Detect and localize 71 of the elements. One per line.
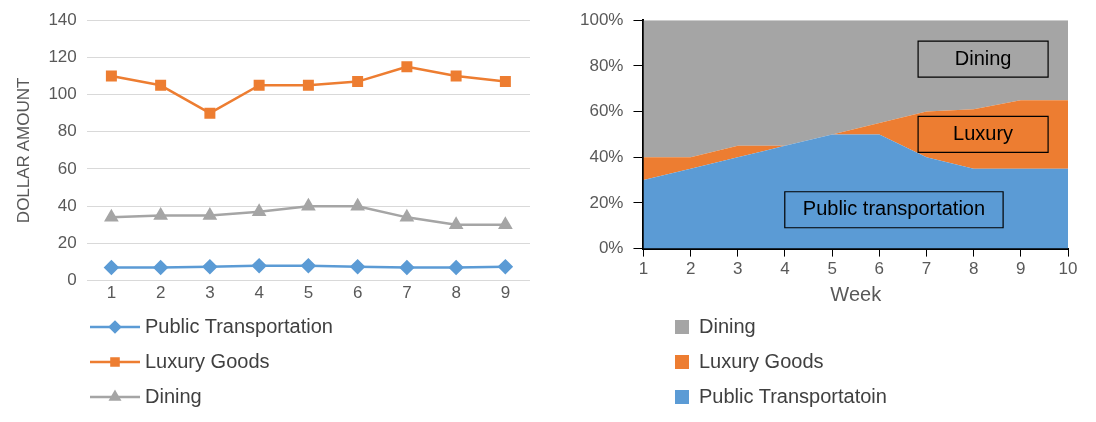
point [401, 61, 413, 73]
point [202, 259, 218, 274]
y-tick-label: 120 [48, 47, 77, 67]
y-tick-label: 80 [57, 121, 77, 141]
x-tick-label: 3 [733, 259, 743, 279]
point [251, 258, 267, 273]
point [153, 260, 168, 275]
point [450, 70, 462, 82]
legend-label: Luxury Goods [145, 349, 270, 372]
point [351, 198, 365, 211]
x-tick-label: 4 [780, 259, 790, 279]
point [155, 79, 167, 91]
point [204, 107, 216, 119]
y-tick-label: 60% [589, 101, 624, 121]
x-tick-label: 6 [874, 259, 885, 279]
y-tick-label: 0% [598, 238, 624, 258]
point [498, 217, 512, 230]
legend-label: Luxury Goods [699, 349, 824, 372]
point [449, 217, 463, 230]
x-tick-label: 2 [685, 259, 696, 279]
point [499, 76, 511, 88]
y-tick-label: 20% [589, 192, 624, 212]
x-tick-label: 9 [500, 283, 511, 303]
y-tick-label: 60 [57, 158, 77, 178]
x-tick-label: 7 [402, 283, 412, 303]
y-tick-label: 80% [589, 55, 624, 75]
y-tick-label: 140 [48, 9, 77, 29]
x-tick-label: 6 [352, 283, 363, 303]
x-axis-title: Week [830, 282, 883, 305]
x-tick-label: 10 [1058, 259, 1078, 279]
legend-label: Dining [699, 314, 756, 337]
x-tick-label: 8 [451, 283, 461, 303]
point [302, 79, 314, 91]
point [253, 79, 265, 91]
legend-label: Public Transportatoin [699, 384, 887, 407]
y-axis-title: DOLLAR AMOUNT [13, 77, 33, 224]
annotation: Public transportation [802, 197, 986, 220]
y-tick-label: 100% [580, 9, 624, 29]
x-tick-label: 1 [106, 283, 117, 303]
point [154, 208, 168, 220]
point [105, 70, 117, 82]
point [203, 208, 217, 220]
legend-label: Dining [145, 384, 202, 407]
point [301, 258, 316, 273]
legend-label: Public Transportation [145, 314, 333, 337]
point [448, 260, 464, 275]
point [301, 198, 315, 211]
y-tick-label: 40 [57, 195, 77, 215]
annotation: Dining [954, 46, 1012, 69]
point [498, 259, 513, 274]
x-tick-label: 7 [921, 259, 932, 279]
point [104, 260, 119, 275]
point [350, 259, 365, 274]
point [252, 204, 266, 217]
x-tick-label: 3 [205, 283, 215, 303]
point [352, 76, 364, 88]
y-tick-label: 0 [67, 270, 77, 290]
x-tick-label: 5 [827, 259, 837, 279]
annotation: Luxury [953, 121, 1014, 144]
point [399, 260, 415, 275]
x-tick-label: 8 [968, 259, 979, 279]
point [104, 210, 118, 222]
x-tick-label: 2 [155, 283, 166, 303]
x-tick-label: 5 [303, 283, 314, 303]
y-tick-label: 40% [589, 146, 624, 166]
x-tick-label: 1 [638, 259, 649, 279]
point [400, 210, 414, 222]
y-tick-label: 20 [57, 233, 77, 253]
y-tick-label: 100 [48, 84, 77, 104]
x-tick-label: 4 [254, 283, 264, 303]
x-tick-label: 9 [1016, 259, 1026, 279]
